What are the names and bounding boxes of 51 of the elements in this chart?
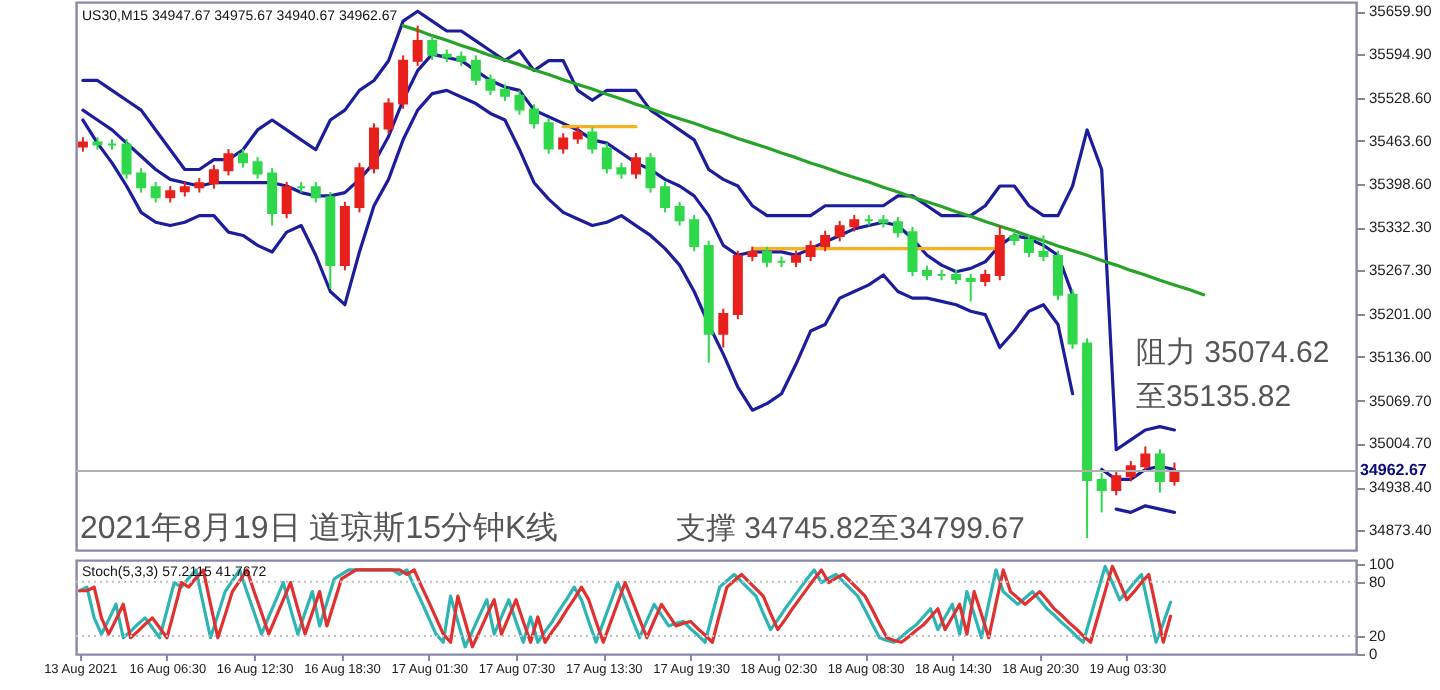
candlestick (1154, 448, 1165, 494)
candlestick (267, 167, 278, 227)
candlestick (1023, 233, 1034, 259)
candlestick (310, 181, 321, 204)
candlestick (485, 73, 496, 96)
candlestick (543, 117, 554, 155)
candlestick (820, 229, 831, 253)
candlestick (965, 272, 976, 303)
candlestick (383, 97, 394, 135)
ref-line-label: 34962.67 (1360, 461, 1428, 480)
candlestick (660, 181, 671, 214)
candlestick (892, 215, 903, 239)
line-series (401, 24, 1206, 297)
candlestick (121, 138, 132, 180)
candlestick (689, 214, 700, 253)
candlestick (281, 181, 292, 220)
candlestick (587, 126, 598, 155)
candlestick (718, 307, 729, 349)
candlestick (150, 181, 161, 204)
line-series (78, 564, 1173, 649)
candlestick (907, 225, 918, 278)
annotation: 阻力 35074.62 至35135.82 (1136, 336, 1330, 414)
candlestick (354, 161, 365, 214)
candlestick (1140, 445, 1151, 473)
candlestick (412, 24, 423, 67)
candlestick (834, 219, 845, 243)
candlestick (601, 142, 612, 175)
candlestick (645, 152, 656, 194)
candlestick (761, 245, 772, 269)
candlestick (223, 148, 234, 177)
annotation: 2021年8月19日 道琼斯15分钟K线 (80, 510, 559, 546)
candlestick (1053, 249, 1064, 302)
annotation: 支撑 34745.82至34799.67 (676, 512, 1025, 546)
candlestick (427, 34, 438, 62)
candlestick (674, 200, 685, 227)
candlestick (208, 163, 219, 190)
candlestick (558, 132, 569, 155)
candlestick (136, 167, 147, 194)
candlestick (1111, 469, 1122, 497)
candlestick (630, 152, 641, 180)
candlestick (994, 224, 1005, 282)
candlestick (398, 54, 409, 110)
candlestick (529, 103, 540, 130)
candlestick (1038, 234, 1049, 263)
candlestick (470, 54, 481, 87)
candlestick (514, 89, 525, 116)
candlestick (252, 155, 263, 180)
candlestick (1096, 471, 1107, 514)
candlestick (805, 239, 816, 263)
candlestick (368, 122, 379, 175)
candlestick (238, 148, 248, 169)
